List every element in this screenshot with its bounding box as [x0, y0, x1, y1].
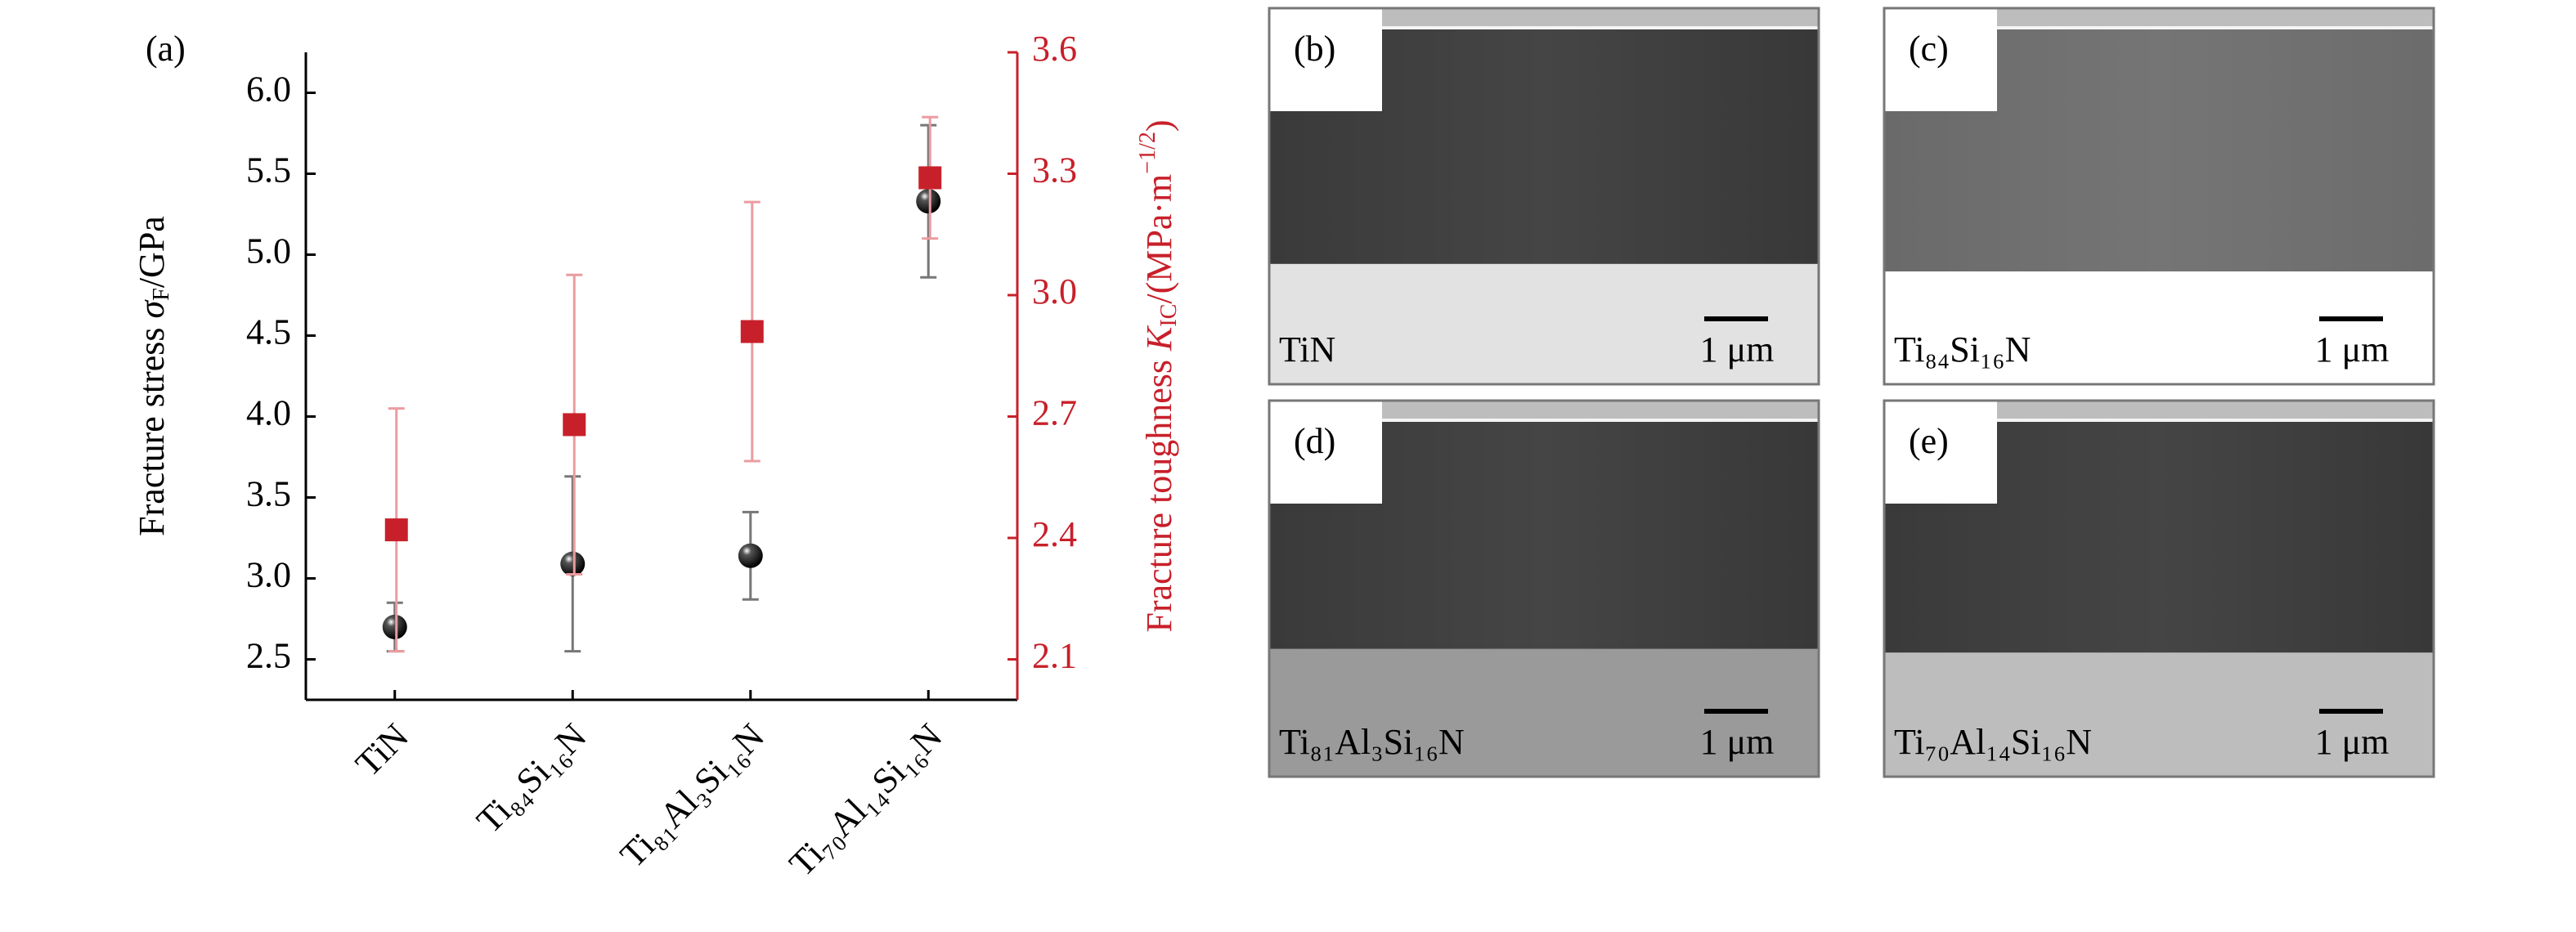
micrograph-caption: Ti₈₁Al₃Si₁₆N: [1279, 722, 1465, 762]
y-tick-label: 6.0: [246, 69, 291, 110]
micrograph: (d) Ti₈₁Al₃Si₁₆N 1 μm: [1268, 399, 1820, 778]
micrograph-surface: [1382, 401, 1819, 419]
micrograph-surface: [1997, 8, 2434, 26]
micrograph: (e) Ti₇₀Al₁₄Si₁₆N 1 μm: [1883, 399, 2435, 778]
y-axis-label-part: Fracture stress: [132, 318, 172, 535]
marker: [384, 518, 408, 542]
micrograph-notch: [1269, 8, 1382, 111]
micrograph-frame: [1883, 7, 2435, 386]
panel-label: (b): [1294, 29, 1335, 69]
y-tick-label: 4.0: [246, 393, 291, 433]
x-tick-label: Ti₇₀Al₁₄Si₁₆N: [782, 716, 950, 885]
scale-bar-label: 1 μm: [2315, 722, 2390, 762]
y-tick-label: 5.5: [246, 150, 291, 190]
micrograph-substrate: [1884, 271, 2434, 384]
y2-tick-label: 3.0: [1032, 271, 1077, 311]
y2-axis-label-part: K: [1139, 325, 1179, 352]
panel-label: (c): [1909, 29, 1949, 69]
y-tick-label: 3.5: [246, 474, 291, 514]
micrograph-frame: [1268, 399, 1820, 778]
marker: [740, 320, 764, 343]
y2-axis-label-part: /(MPa·m: [1139, 174, 1179, 304]
x-tick-label: Ti₈₄Si₁₆N: [469, 716, 594, 841]
marker: [916, 189, 941, 214]
micrograph: (b) TiN 1 μm: [1268, 7, 1820, 386]
y2-axis-label-part: Fracture toughness: [1139, 351, 1179, 633]
y-tick-label: 4.5: [246, 312, 291, 352]
y-axis-label: Fracture stress σF/GPa: [132, 216, 174, 536]
micrograph-caption: Ti₇₀Al₁₄Si₁₆N: [1894, 722, 2092, 762]
x-tick-label: TiN: [348, 716, 416, 785]
y-axis-label-part: /GPa: [132, 216, 172, 288]
micrograph: (c) Ti₈₄Si₁₆N 1 μm: [1883, 7, 2435, 386]
scale-bar-label: 1 μm: [2315, 329, 2390, 370]
y2-tick-label: 2.7: [1032, 393, 1077, 433]
micrograph-surface: [1382, 8, 1819, 26]
y-tick-label: 3.0: [246, 555, 291, 595]
y-axis-label-part: F: [149, 288, 174, 301]
micrograph-notch: [1269, 401, 1382, 504]
marker: [738, 543, 763, 568]
micrograph-substrate: [1884, 652, 2434, 777]
micrograph-surface: [1997, 401, 2434, 419]
micrograph-substrate: [1269, 263, 1819, 384]
y2-tick-label: 2.1: [1032, 636, 1077, 676]
y-tick-label: 2.5: [246, 636, 291, 676]
marker: [563, 413, 586, 437]
marker: [560, 551, 586, 576]
micrograph-frame: [1883, 399, 2435, 778]
y2-axis-label-part: ): [1139, 119, 1179, 132]
micrograph-notch: [1884, 8, 1997, 111]
y2-axis-label-part: IC: [1156, 304, 1182, 327]
marker: [918, 166, 942, 190]
micrograph-frame: [1268, 7, 1820, 386]
micrograph-notch: [1884, 401, 1997, 504]
y2-tick-label: 3.6: [1032, 29, 1077, 69]
panel-label: (d): [1294, 421, 1335, 461]
micrograph-caption: TiN: [1279, 329, 1335, 370]
scale-bar-label: 1 μm: [1700, 722, 1775, 762]
y-tick-label: 5.0: [246, 231, 291, 271]
marker: [382, 614, 407, 639]
micrograph-caption: Ti₈₄Si₁₆N: [1894, 329, 2031, 370]
panel-label: (e): [1909, 421, 1949, 461]
x-tick-label: Ti₈₁Al₃Si₁₆N: [613, 716, 772, 876]
scale-bar-label: 1 μm: [1700, 329, 1775, 370]
y2-tick-label: 2.4: [1032, 514, 1077, 554]
y2-tick-label: 3.3: [1032, 150, 1077, 190]
y-axis-label-part: σ: [132, 298, 172, 318]
y2-axis-label-part: −1/2: [1135, 132, 1160, 174]
panel-label: (a): [146, 29, 186, 69]
y2-axis-label: Fracture toughness KIC/(MPa·m−1/2): [1135, 119, 1182, 632]
